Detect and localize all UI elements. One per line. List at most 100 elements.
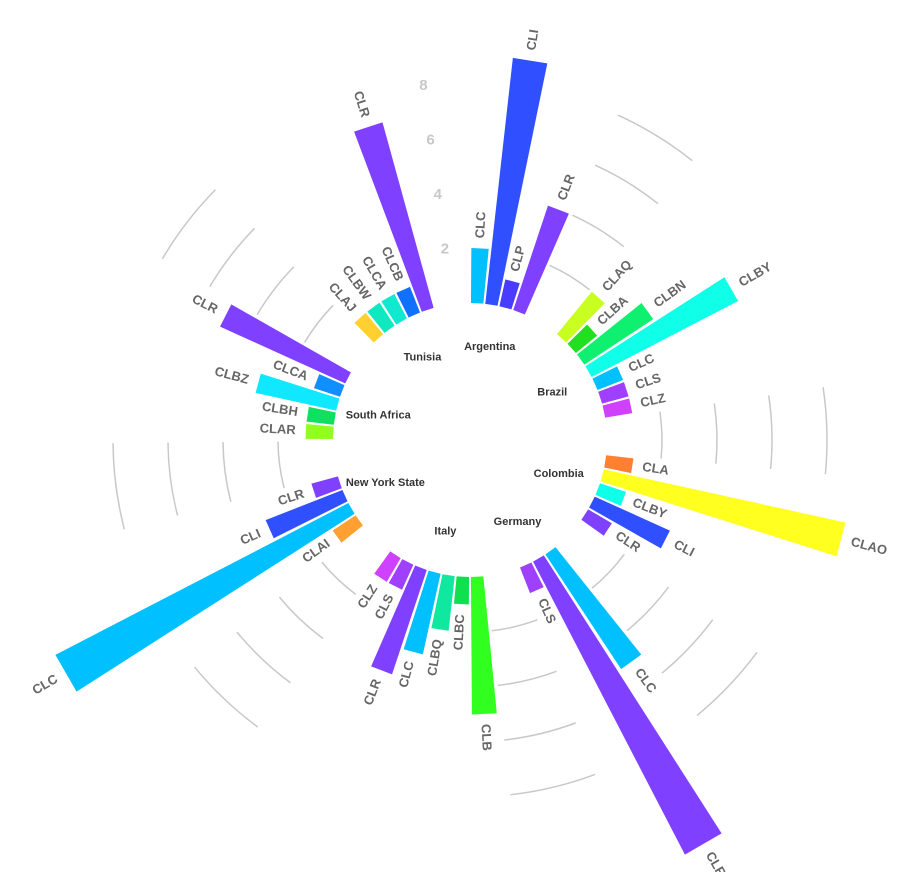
grid-arc: [767, 395, 773, 470]
bar-label: CLP: [507, 244, 528, 273]
bar: [577, 303, 654, 365]
bar: [311, 476, 342, 498]
grid-arc: [591, 553, 625, 589]
grid-arc: [222, 442, 232, 503]
grid-arc: [696, 651, 758, 717]
bar-label: CLC: [395, 659, 417, 689]
grid-arc: [321, 561, 357, 595]
bar-label: CLR: [554, 171, 578, 202]
bar: [595, 483, 627, 506]
bar: [585, 277, 739, 377]
grid-arc: [497, 670, 557, 687]
bar-label: CLS: [633, 370, 663, 392]
group-label: Germany: [494, 516, 543, 528]
bar: [55, 503, 355, 692]
bar: [485, 57, 548, 306]
bar: [371, 565, 427, 675]
bar-label: CLR: [276, 486, 307, 509]
group-label: South Africa: [346, 409, 412, 421]
bar: [403, 570, 441, 655]
bar-label: CLAO: [849, 534, 888, 558]
grid-arc: [209, 227, 256, 288]
bar: [220, 304, 351, 384]
bar: [598, 382, 629, 404]
bar-label: CLI: [238, 526, 263, 548]
bar: [354, 312, 384, 343]
bar-label: CLZ: [639, 390, 667, 410]
grid-arc: [626, 586, 670, 632]
grid-arc: [713, 403, 718, 464]
bar: [396, 286, 421, 318]
bar-label: CLAQ: [599, 257, 635, 294]
bar-label: CLBY: [736, 259, 774, 290]
bar-label: CLR: [360, 676, 384, 707]
group-label: Italy: [434, 526, 457, 538]
bar-label: CLBQ: [424, 638, 445, 677]
grid-arc: [236, 631, 291, 684]
bar: [602, 398, 633, 418]
group-label: Argentina: [464, 341, 516, 353]
bar: [453, 576, 470, 605]
grid-arc: [572, 214, 625, 248]
group-label: Colombia: [534, 468, 585, 480]
grid-arc: [594, 164, 659, 205]
bar: [581, 509, 612, 536]
bar-label: CLBC: [450, 613, 467, 650]
bar: [305, 423, 334, 440]
bar: [604, 455, 634, 474]
bar-label: CLBH: [261, 399, 299, 419]
bar: [600, 469, 846, 557]
group-label: Brazil: [537, 386, 567, 398]
bar: [499, 279, 520, 310]
bar-label: CLC: [472, 211, 488, 239]
tick-label: 4: [434, 186, 443, 203]
bar-label: CLC: [632, 665, 660, 696]
bar: [306, 406, 336, 425]
bar: [592, 366, 624, 391]
bar-label: CLI: [523, 28, 541, 51]
grid-arc: [256, 266, 295, 316]
bar: [556, 291, 605, 343]
grid-arc: [161, 189, 216, 260]
group-label: New York State: [346, 477, 425, 489]
bar: [567, 324, 598, 354]
tick-label: 8: [419, 77, 427, 94]
bar-label: CLA: [641, 459, 670, 478]
bar: [470, 248, 489, 304]
bar: [589, 496, 670, 549]
bar: [374, 551, 401, 582]
grid-arc: [661, 619, 714, 674]
bar: [545, 547, 642, 670]
bar: [354, 122, 434, 312]
grid-arc: [822, 387, 828, 475]
grid-arc: [504, 722, 577, 741]
grid-arc: [491, 619, 538, 632]
bar-label: CLBZ: [213, 363, 250, 386]
group-label: Tunisia: [404, 352, 443, 364]
bar: [265, 489, 348, 539]
grid-arc: [617, 114, 693, 162]
tick-label: 2: [441, 241, 449, 258]
bar: [470, 576, 497, 715]
grid-arc: [112, 443, 126, 530]
bar: [388, 559, 414, 590]
bar: [255, 373, 340, 411]
grid-arc: [303, 304, 334, 343]
bar: [381, 293, 407, 325]
bar: [519, 562, 544, 594]
bar: [533, 555, 722, 855]
grid-arc: [167, 442, 179, 516]
bar: [431, 574, 455, 631]
bar-label: CLR: [190, 291, 221, 317]
bar: [367, 302, 395, 333]
grid-arc: [278, 596, 324, 640]
bar: [513, 205, 569, 315]
grid-arc: [193, 666, 259, 728]
bar-label: CLR: [351, 89, 374, 120]
grid-arc: [510, 773, 596, 796]
bar-label: CLR: [703, 849, 730, 872]
bar: [313, 374, 345, 397]
bar-label: CLC: [29, 671, 60, 698]
tick-label: 6: [426, 132, 434, 149]
